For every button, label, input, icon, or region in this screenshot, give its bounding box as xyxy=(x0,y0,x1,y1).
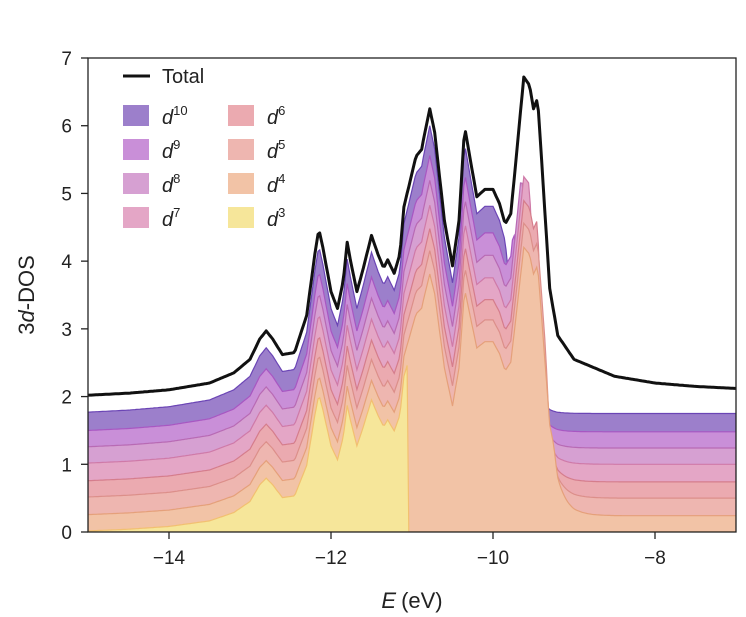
y-tick-label: 6 xyxy=(61,117,72,138)
y-tick-label: 3 xyxy=(61,320,72,341)
area-d4 xyxy=(88,245,736,532)
y-axis-prefix: 3 xyxy=(14,323,39,335)
legend-label-d7: d7 xyxy=(162,205,180,231)
x-tick-label: −12 xyxy=(315,548,347,569)
x-axis-var: E xyxy=(381,588,396,613)
axes-group: −14 −12 −10 −8 0 1 2 3 4 5 6 7 xyxy=(61,49,737,569)
legend-swatch-d3 xyxy=(228,207,254,228)
legend-label-d4: d4 xyxy=(267,171,285,197)
legend-swatch-d4 xyxy=(228,173,254,194)
y-tick-label: 5 xyxy=(61,184,72,205)
legend-label-d8: d8 xyxy=(162,171,180,197)
area-series-group xyxy=(88,125,736,532)
total-line xyxy=(88,75,736,397)
area-d3 xyxy=(88,365,736,532)
legend: Total d10 d9 d8 d7 d6 d5 d4 d3 xyxy=(123,66,285,231)
x-axis-title: E (eV) xyxy=(381,588,442,613)
legend-swatch-d10 xyxy=(123,105,149,126)
legend-swatch-d8 xyxy=(123,173,149,194)
legend-total-label: Total xyxy=(162,66,204,88)
legend-swatch-d9 xyxy=(123,139,149,160)
y-tick-label: 4 xyxy=(61,252,72,273)
y-axis-title: 3d-DOS xyxy=(14,255,39,335)
x-tick-label: −8 xyxy=(644,548,666,569)
legend-label-d10: d10 xyxy=(162,103,188,129)
x-axis-unit: (eV) xyxy=(401,588,443,613)
y-tick-label: 0 xyxy=(61,523,72,544)
plot-frame xyxy=(87,57,737,533)
legend-swatch-d7 xyxy=(123,207,149,228)
y-axis-suffix: -DOS xyxy=(14,255,39,310)
y-axis-var: d xyxy=(14,310,39,323)
total-line-group xyxy=(88,75,736,397)
y-tick-label: 7 xyxy=(61,49,72,70)
x-tick-label: −10 xyxy=(477,548,509,569)
y-tick-label: 1 xyxy=(61,455,72,476)
legend-swatch-d6 xyxy=(228,105,254,126)
legend-label-d9: d9 xyxy=(162,137,180,163)
legend-label-d3: d3 xyxy=(267,205,285,231)
legend-swatch-d5 xyxy=(228,139,254,160)
legend-label-d6: d6 xyxy=(267,103,285,129)
y-tick-label: 2 xyxy=(61,388,72,409)
legend-label-d5: d5 xyxy=(267,137,285,163)
x-tick-label: −14 xyxy=(153,548,186,569)
